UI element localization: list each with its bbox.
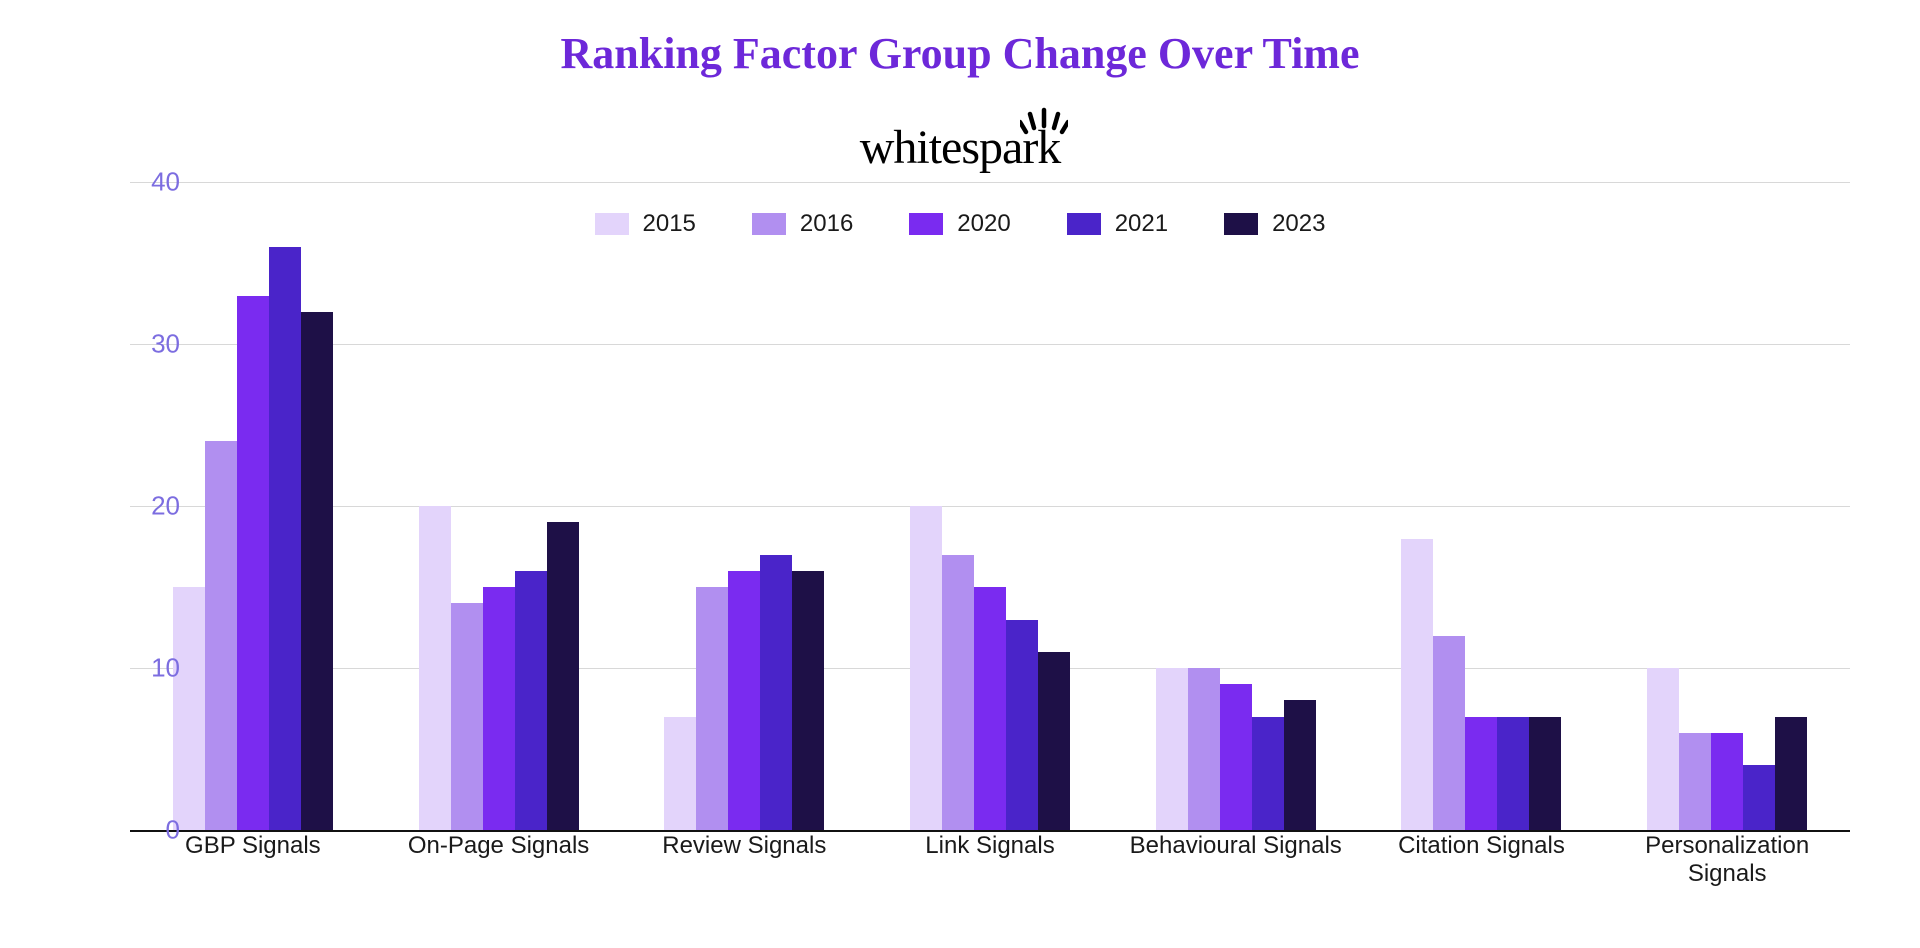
bar xyxy=(1679,733,1711,830)
bar xyxy=(1497,717,1529,830)
bar xyxy=(760,555,792,830)
bar xyxy=(910,506,942,830)
bar xyxy=(664,717,696,830)
bar xyxy=(301,312,333,830)
bar xyxy=(974,587,1006,830)
y-tick-label: 20 xyxy=(120,491,180,522)
x-axis: GBP SignalsOn-Page SignalsReview Signals… xyxy=(130,832,1850,888)
bar xyxy=(451,603,483,830)
x-tick-label: Review Signals xyxy=(621,832,867,888)
bar-group xyxy=(1604,150,1850,830)
chart-container: Ranking Factor Group Change Over Time wh… xyxy=(0,0,1920,948)
bar xyxy=(1647,668,1679,830)
bar-group xyxy=(376,150,622,830)
y-tick-label: 0 xyxy=(120,815,180,846)
x-tick-label: Citation Signals xyxy=(1359,832,1605,888)
bar-group xyxy=(1359,150,1605,830)
bar-group xyxy=(867,150,1113,830)
bar xyxy=(1006,620,1038,830)
bar-groups xyxy=(130,150,1850,830)
x-tick-label: Behavioural Signals xyxy=(1113,832,1359,888)
y-tick-label: 40 xyxy=(120,167,180,198)
bar xyxy=(205,441,237,830)
bar xyxy=(269,247,301,830)
bar xyxy=(1401,539,1433,830)
bar-group xyxy=(621,150,867,830)
chart-title: Ranking Factor Group Change Over Time xyxy=(0,28,1920,79)
bar xyxy=(1038,652,1070,830)
bar xyxy=(547,522,579,830)
y-tick-label: 30 xyxy=(120,329,180,360)
bar xyxy=(1433,636,1465,830)
bar xyxy=(792,571,824,830)
bar xyxy=(1156,668,1188,830)
bar xyxy=(1220,684,1252,830)
bar xyxy=(419,506,451,830)
bar xyxy=(1775,717,1807,830)
y-tick-label: 10 xyxy=(120,653,180,684)
bar xyxy=(1252,717,1284,830)
bar xyxy=(1188,668,1220,830)
bar-group xyxy=(1113,150,1359,830)
bar xyxy=(1465,717,1497,830)
bar xyxy=(1743,765,1775,830)
bar xyxy=(696,587,728,830)
bar xyxy=(173,587,205,830)
bar xyxy=(728,571,760,830)
bar xyxy=(1529,717,1561,830)
bar xyxy=(515,571,547,830)
spark-icon xyxy=(1020,102,1068,138)
bar xyxy=(1711,733,1743,830)
x-tick-label: Link Signals xyxy=(867,832,1113,888)
x-tick-label: Personalization Signals xyxy=(1604,832,1850,888)
bar xyxy=(1284,700,1316,830)
bar xyxy=(942,555,974,830)
x-tick-label: On-Page Signals xyxy=(376,832,622,888)
bar xyxy=(483,587,515,830)
bar xyxy=(237,296,269,830)
